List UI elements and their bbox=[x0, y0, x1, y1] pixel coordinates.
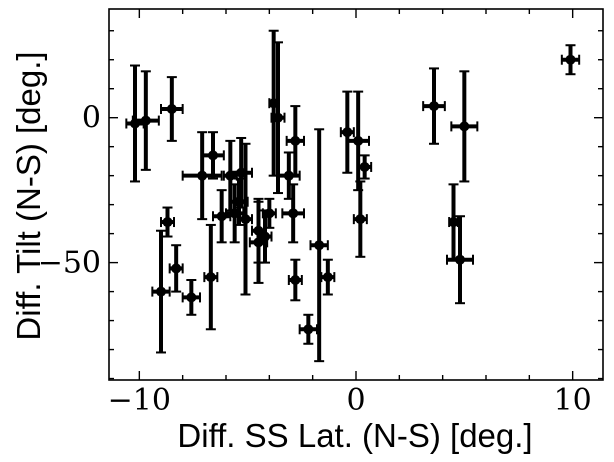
y-tick-label: 0 bbox=[82, 101, 101, 136]
data-point bbox=[298, 313, 318, 345]
data-point bbox=[320, 258, 336, 296]
y-tick-labels: −50 0 bbox=[38, 101, 101, 281]
point-marker bbox=[283, 170, 294, 181]
point-marker bbox=[353, 135, 364, 146]
data-point bbox=[285, 105, 305, 177]
data-point bbox=[560, 44, 581, 76]
y-axis-ticks bbox=[109, 30, 603, 380]
data-point bbox=[346, 90, 370, 192]
point-marker bbox=[314, 240, 325, 251]
data-point bbox=[212, 189, 232, 244]
point-marker bbox=[290, 275, 301, 286]
point-marker bbox=[359, 161, 370, 172]
data-point bbox=[281, 183, 305, 244]
point-marker bbox=[273, 112, 283, 123]
data-point bbox=[339, 90, 355, 174]
x-tick-labels: −10 0 10 bbox=[108, 383, 592, 418]
point-marker bbox=[342, 127, 353, 138]
point-marker bbox=[162, 217, 173, 228]
y-axis-label: Diff. Tilt (N-S) [deg.] bbox=[10, 51, 47, 340]
data-point bbox=[446, 215, 474, 305]
data-point bbox=[309, 128, 329, 363]
data-point bbox=[257, 209, 273, 264]
data-point bbox=[125, 64, 145, 183]
point-marker bbox=[322, 272, 333, 283]
point-marker bbox=[186, 292, 197, 303]
point-marker bbox=[205, 272, 216, 283]
data-points bbox=[125, 29, 581, 363]
point-marker bbox=[290, 135, 301, 146]
data-point bbox=[181, 131, 223, 221]
point-marker bbox=[459, 121, 470, 132]
data-point bbox=[151, 229, 171, 354]
data-point bbox=[270, 41, 286, 195]
point-marker bbox=[303, 324, 314, 335]
data-point bbox=[352, 180, 368, 258]
point-marker bbox=[448, 217, 459, 228]
data-point bbox=[131, 70, 160, 171]
point-marker bbox=[355, 214, 366, 225]
data-point bbox=[422, 67, 446, 145]
point-marker bbox=[288, 208, 299, 219]
point-marker bbox=[197, 170, 208, 181]
point-marker bbox=[140, 115, 151, 126]
point-marker bbox=[455, 254, 465, 265]
data-point bbox=[225, 183, 245, 244]
point-marker bbox=[240, 214, 251, 225]
data-point bbox=[201, 131, 225, 180]
data-point bbox=[448, 183, 459, 261]
plot-frame bbox=[108, 8, 604, 381]
point-marker bbox=[429, 101, 439, 112]
x-tick-label: 10 bbox=[554, 383, 592, 418]
point-marker bbox=[166, 103, 177, 114]
point-marker bbox=[171, 263, 182, 274]
data-point bbox=[357, 154, 373, 180]
point-marker bbox=[253, 237, 264, 248]
point-marker bbox=[260, 231, 270, 242]
point-marker bbox=[216, 211, 227, 222]
data-point bbox=[160, 76, 184, 142]
point-marker bbox=[156, 286, 166, 297]
x-axis-label: Diff. SS Lat. (N-S) [deg.] bbox=[177, 417, 532, 454]
x-tick-label: −10 bbox=[108, 383, 171, 418]
data-point bbox=[168, 244, 184, 293]
data-point bbox=[160, 206, 175, 238]
point-marker bbox=[565, 54, 576, 65]
point-marker bbox=[234, 196, 244, 207]
x-axis-ticks bbox=[138, 9, 574, 380]
data-point bbox=[261, 197, 277, 229]
data-point bbox=[248, 200, 269, 284]
data-point bbox=[238, 142, 253, 296]
data-point bbox=[181, 279, 201, 316]
data-point bbox=[287, 258, 303, 302]
data-point bbox=[203, 223, 219, 331]
x-tick-label: 0 bbox=[346, 383, 365, 418]
data-point bbox=[450, 70, 479, 183]
point-marker bbox=[264, 208, 275, 219]
point-marker bbox=[208, 150, 218, 161]
y-tick-label: −50 bbox=[38, 246, 101, 281]
